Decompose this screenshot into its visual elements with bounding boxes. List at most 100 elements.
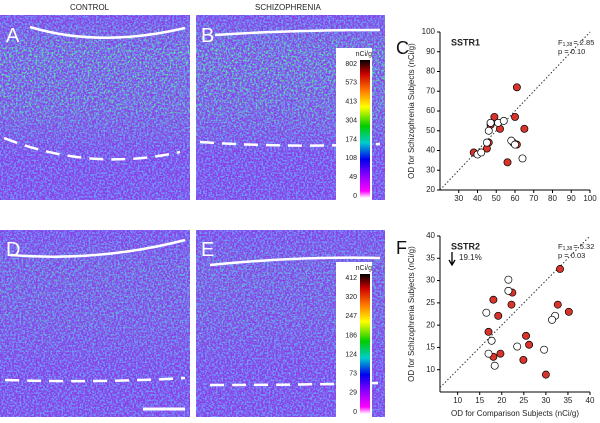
panel-label: E bbox=[201, 239, 214, 261]
y-axis-label: OD for Schizophrenia Subjects (nCi/g) bbox=[407, 246, 416, 382]
stat: F1,38= 2.85 bbox=[558, 38, 594, 48]
point bbox=[484, 327, 493, 336]
autoradiograms bbox=[0, 15, 385, 417]
point bbox=[503, 158, 512, 167]
x-tick-label: 20 bbox=[497, 396, 506, 405]
x-tick-label: 40 bbox=[473, 194, 482, 203]
annotation: 19.1% bbox=[459, 253, 482, 262]
point bbox=[518, 154, 527, 163]
y-tick-label: 10 bbox=[426, 365, 435, 374]
x-tick-label: 90 bbox=[567, 194, 576, 203]
point bbox=[513, 342, 522, 351]
stat-p: p = 0.10 bbox=[558, 47, 585, 56]
colorbar-tick-label: 413 bbox=[345, 99, 357, 106]
point bbox=[548, 315, 557, 324]
stat-sub: 1,38 bbox=[563, 42, 573, 48]
point bbox=[556, 265, 564, 273]
point bbox=[564, 307, 573, 316]
point bbox=[477, 148, 486, 157]
x-tick-label: 50 bbox=[492, 194, 501, 203]
point bbox=[541, 370, 550, 379]
y-tick-label: 25 bbox=[426, 298, 435, 307]
point bbox=[507, 300, 516, 309]
colorbar-tick-label: 124 bbox=[345, 351, 357, 358]
point bbox=[499, 116, 508, 125]
x-tick-label: 30 bbox=[454, 194, 463, 203]
colorbar-tick-label: 0 bbox=[353, 409, 357, 416]
point bbox=[490, 361, 499, 370]
identity-line bbox=[439, 31, 591, 191]
y-tick-label: 40 bbox=[426, 146, 435, 155]
stat-value: = 2.85 bbox=[573, 38, 594, 47]
point bbox=[511, 112, 519, 121]
point bbox=[520, 124, 529, 133]
chart-title: SSTR2 bbox=[451, 241, 480, 251]
stat-f: F bbox=[558, 242, 563, 251]
x-tick-label: 25 bbox=[519, 396, 528, 405]
point bbox=[522, 331, 530, 340]
colorbar-tick-label: 412 bbox=[345, 275, 357, 282]
x-tick-label: 70 bbox=[529, 194, 538, 203]
colorbar-tick-label: 29 bbox=[349, 390, 357, 397]
y-axis-label: OD for Schizophrenia Subjects (nCi/g) bbox=[407, 43, 416, 179]
y-tick-label: 50 bbox=[426, 126, 435, 135]
chart-title: SSTR1 bbox=[451, 37, 480, 47]
gap bbox=[190, 15, 196, 417]
point bbox=[494, 311, 503, 320]
y-tick-label: 20 bbox=[426, 320, 435, 329]
panel-label: B bbox=[201, 25, 214, 47]
stat-sub: 1,38 bbox=[563, 246, 573, 252]
x-axis-label: OD for Comparison Subjects (nCi/g) bbox=[451, 409, 579, 418]
x-tick-label: 10 bbox=[453, 396, 462, 405]
layer-lines bbox=[3, 25, 381, 411]
point bbox=[511, 140, 519, 149]
colorbar-unit: nCi/g bbox=[356, 265, 372, 272]
point bbox=[482, 138, 491, 147]
y-tick-label: 15 bbox=[426, 343, 435, 352]
colorbar bbox=[360, 274, 370, 414]
y-tick-label: 35 bbox=[426, 253, 435, 262]
stat-p: p = 0.03 bbox=[558, 251, 585, 260]
point bbox=[486, 118, 495, 127]
point bbox=[487, 336, 496, 345]
colorbar-tick-label: 73 bbox=[349, 371, 357, 378]
colorbar-tick-label: 247 bbox=[345, 313, 357, 320]
x-tick-label: 100 bbox=[583, 194, 597, 203]
stat-f: F bbox=[558, 38, 563, 47]
y-tick-label: 20 bbox=[426, 185, 435, 194]
column-title: CONTROL bbox=[70, 3, 110, 12]
y-tick-label: 80 bbox=[426, 67, 435, 76]
colorbar-tick-label: 0 bbox=[353, 193, 357, 200]
colorbar-tick-label: 49 bbox=[349, 174, 357, 181]
colorbar-tick-label: 802 bbox=[345, 61, 357, 68]
y-tick-label: 30 bbox=[426, 165, 435, 174]
column-title: SCHIZOPHRENIA bbox=[255, 3, 321, 12]
colorbar bbox=[360, 60, 370, 198]
y-tick-label: 100 bbox=[422, 27, 436, 36]
point bbox=[482, 308, 491, 317]
x-tick-label: 40 bbox=[586, 396, 595, 405]
colorbar-tick-label: 174 bbox=[345, 136, 357, 143]
identity-line bbox=[439, 235, 591, 388]
point bbox=[540, 345, 549, 354]
colorbar-tick-label: 108 bbox=[345, 155, 357, 162]
colorbar-tick-label: 304 bbox=[345, 117, 357, 124]
colorbar-unit: nCi/g bbox=[356, 51, 372, 58]
colorbar-tick-label: 320 bbox=[345, 294, 357, 301]
point bbox=[525, 340, 534, 349]
arrow bbox=[448, 252, 456, 267]
colorbar-tick-label: 186 bbox=[345, 332, 357, 339]
point bbox=[484, 126, 493, 135]
panel-label: A bbox=[6, 25, 20, 47]
point bbox=[490, 112, 499, 121]
x-tick-label: 35 bbox=[563, 396, 572, 405]
point bbox=[496, 349, 505, 358]
point bbox=[504, 275, 513, 284]
y-tick-label: 40 bbox=[426, 231, 435, 240]
point bbox=[512, 83, 521, 92]
panel-label: D bbox=[6, 239, 20, 261]
y-tick-label: 90 bbox=[426, 47, 435, 56]
panel-label: F bbox=[396, 238, 407, 258]
y-tick-label: 60 bbox=[426, 106, 435, 115]
